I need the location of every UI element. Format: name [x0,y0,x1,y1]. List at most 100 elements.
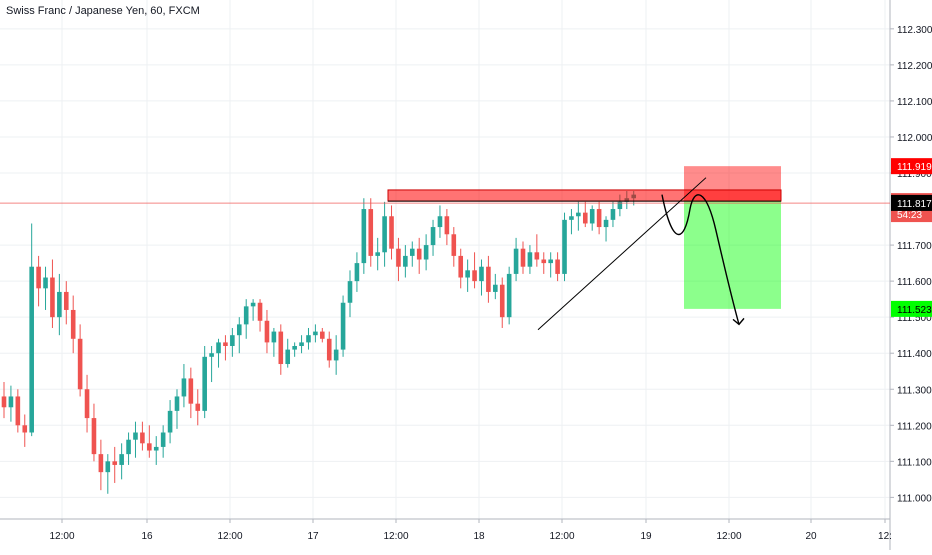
candle-body [347,281,353,303]
candle-body [423,245,429,260]
price-label: 111.919 [897,162,932,173]
candle-body [333,349,339,361]
x-tick-label: 12:00 [217,531,242,542]
x-tick-label: 12: [878,531,892,542]
candle-body [112,461,118,465]
projection-path [661,194,740,325]
price-label-bg [891,194,932,211]
candle-body [499,284,505,318]
x-tick-label: 12:00 [49,531,74,542]
candle-body [527,252,533,267]
price-label: 111.817 [897,199,932,210]
chart-title: Swiss Franc / Japanese Yen, 60, FXCM [6,5,200,17]
candle-body [202,356,207,411]
candle-body [340,302,346,350]
candle-body [465,270,470,278]
candle-body [534,252,540,260]
x-tick-label: 17 [307,531,319,542]
candle-body [147,443,152,451]
candle-body [361,209,367,264]
candle-body [77,338,83,390]
candle-body [50,277,55,318]
candle-body [610,209,616,220]
candle-body [472,270,477,282]
candle-body [285,349,291,365]
candle-body [216,342,221,354]
projection-arrow [732,317,745,326]
price-label-bg [891,158,932,175]
candle-body [264,320,270,343]
candle-body [541,259,547,264]
trend-line [537,177,707,331]
x-tick-label: 19 [640,531,652,542]
candle-body [153,446,159,451]
candle-body [223,342,228,346]
y-tick-label: 112.100 [897,97,932,108]
resistance-zone [387,189,782,202]
candle-body [243,306,249,325]
candle-body [576,212,581,217]
candle-body [91,418,97,455]
candle-body [29,266,34,433]
candle-body [57,291,62,318]
y-tick-label: 111.400 [897,349,932,360]
y-tick-label: 112.000 [897,133,932,144]
candle-body [160,432,166,447]
x-tick-label: 12:00 [549,531,574,542]
candle-body [479,266,484,282]
candle-body [313,331,318,336]
candle-body [513,248,519,274]
candle-body [368,209,374,256]
y-tick-label: 111.300 [897,385,932,396]
x-tick-label: 16 [141,531,153,542]
candle-body [140,432,145,444]
candle-body [292,346,297,350]
candle-body [320,331,325,339]
price-label-bg [891,300,932,317]
take-profit-zone [684,201,781,309]
grid [0,0,890,519]
candle-body [174,396,180,411]
candle-body [589,209,595,224]
candle-body [8,396,14,408]
candle-body [230,335,235,346]
candle-body [603,219,609,228]
candle-body [250,302,256,307]
candle-body [63,291,69,310]
candle-body [458,255,464,278]
x-tick-labels: 12:00 16 12:00 17 12:00 18 12:00 19 12:00 20 12: [49,519,892,542]
candle-body [257,302,263,321]
candle-body [15,396,21,426]
candle-body [582,212,588,224]
y-tick-labels: 112.300 112.200 112.100 112.000 111.900 111.7… [890,25,932,504]
price-label: 54:23 [897,210,922,221]
candle-body [430,227,436,246]
candle-body [382,216,387,253]
candle-body [209,353,214,357]
candle-body [70,309,76,339]
candle-body [389,216,394,249]
candle-body [126,439,131,455]
candle-body [181,378,187,397]
candle-body [437,216,443,228]
candle-body [1,396,7,408]
candle-body [548,259,553,264]
candle-body [403,255,408,267]
candle-body [43,277,48,289]
candle-body [396,248,401,267]
candle-body [105,461,111,473]
candle-body [562,219,567,274]
candle-body [306,335,311,343]
x-tick-label: 12:00 [716,531,741,542]
candle-body [167,410,173,433]
y-tick-label: 111.500 [897,313,932,324]
candle-body [486,266,491,292]
y-tick-label: 111.900 [897,169,932,180]
candle-body [520,248,526,267]
x-tick-label: 18 [473,531,485,542]
candle-body [444,216,450,235]
candle-body [188,378,194,404]
